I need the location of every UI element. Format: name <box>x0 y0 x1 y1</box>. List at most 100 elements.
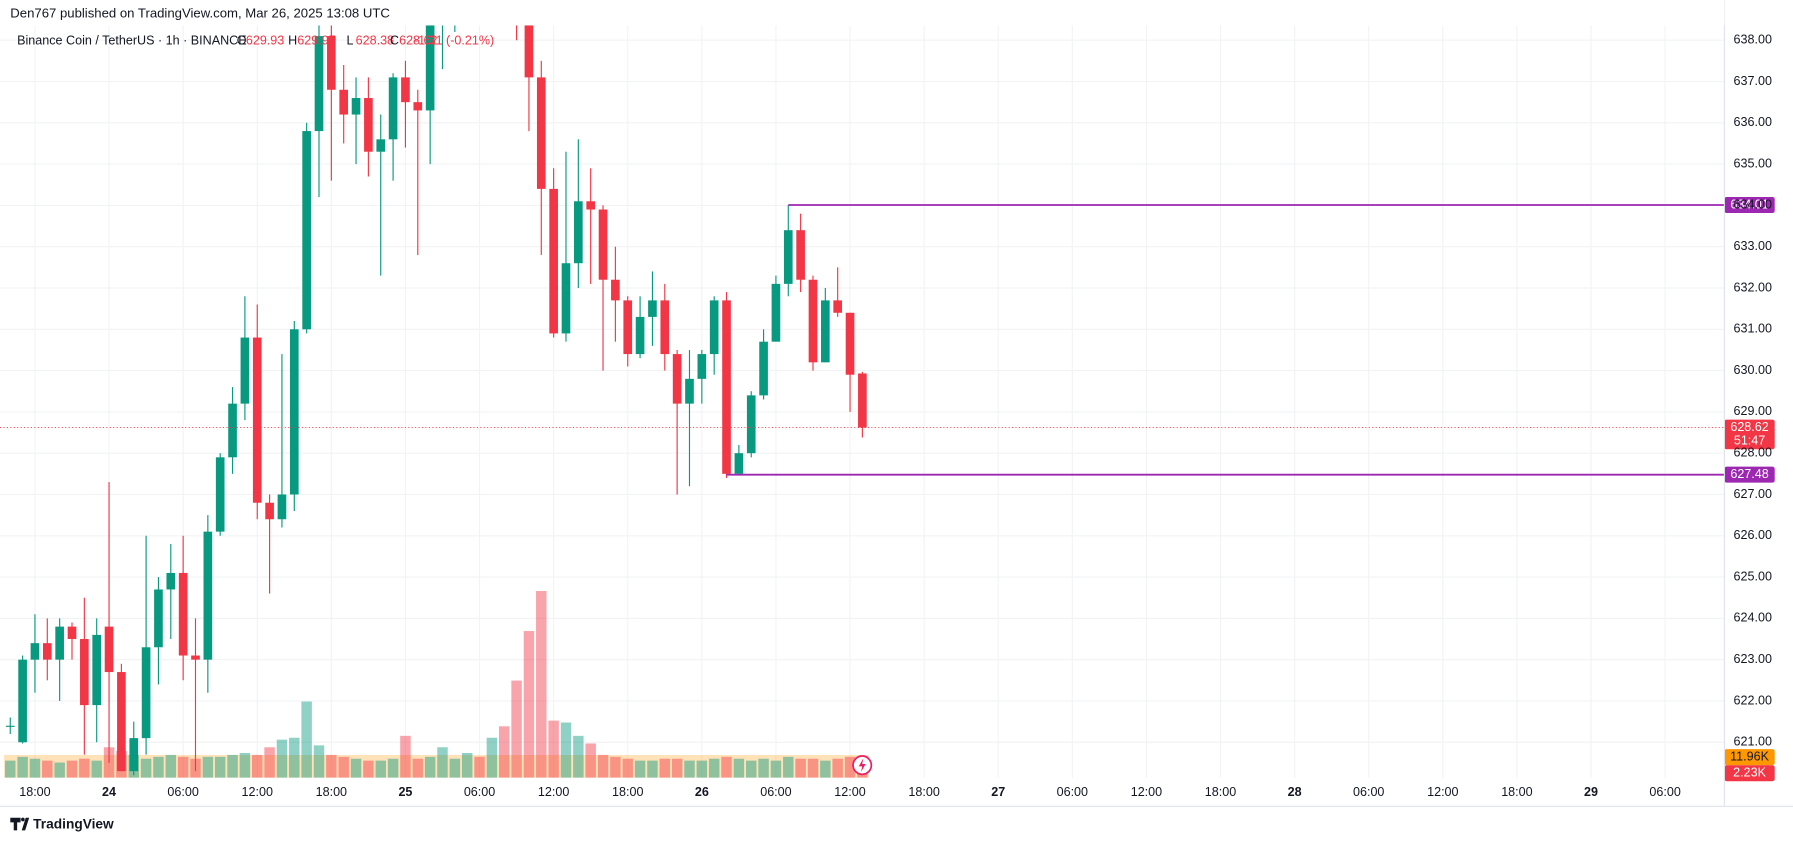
volume-ma <box>4 754 869 778</box>
volume-bar <box>5 760 16 778</box>
price-line-label: 627.48 <box>1730 467 1768 481</box>
candle-body <box>5 725 15 727</box>
volume-bar <box>684 760 695 778</box>
candle-body <box>598 209 608 280</box>
y-tick-label: 623.00 <box>1734 652 1772 666</box>
volume-bar <box>338 756 349 778</box>
candle-body <box>845 312 855 375</box>
volume-bar <box>239 752 251 778</box>
candle-body <box>364 98 373 152</box>
x-tick-label: 06:00 <box>1353 785 1384 799</box>
y-tick-label: 636.00 <box>1734 115 1772 129</box>
volume-bar <box>474 756 485 778</box>
header-bg <box>0 0 1725 26</box>
volume-bar <box>17 756 28 778</box>
volume-bar <box>622 758 633 778</box>
y-tick-label: 634.00 <box>1734 198 1772 212</box>
volume-bar <box>29 758 41 778</box>
y-tick-label: 638.00 <box>1734 33 1772 47</box>
candle-body <box>771 283 781 342</box>
volume-bar <box>264 747 275 778</box>
publisher-note: Den767 published on TradingView.com, Mar… <box>10 5 390 20</box>
volume-bar <box>461 752 473 778</box>
volume-bar <box>807 758 819 778</box>
volume-bar <box>770 760 782 778</box>
volume-bar <box>437 747 448 778</box>
volume-bar <box>548 720 559 778</box>
y-tick-label: 630.00 <box>1734 363 1772 377</box>
price-line-label-bg <box>1724 466 1775 483</box>
volume-bar <box>733 758 745 778</box>
y-tick-label: 635.00 <box>1734 156 1772 170</box>
volume-bar <box>696 760 708 778</box>
volume-bar <box>227 754 238 778</box>
candle-body <box>166 572 176 590</box>
x-tick-label: 29 <box>1584 785 1598 799</box>
countdown: 51:47 <box>1734 434 1765 448</box>
price-line-label: 634.01 <box>1730 197 1768 211</box>
volume-bar <box>42 760 53 778</box>
volume-bar <box>857 773 868 778</box>
candle-body <box>252 337 262 503</box>
candle-body <box>685 378 694 404</box>
x-tick-label: 12:00 <box>242 785 273 799</box>
volume-bar <box>499 726 510 778</box>
y-tick-label: 625.00 <box>1734 569 1772 583</box>
volume-bar <box>289 737 300 778</box>
candle-body <box>833 300 843 313</box>
candle-body <box>240 337 250 404</box>
legend-prefix: H <box>288 34 297 48</box>
volume-bar <box>449 758 461 778</box>
volume-bar <box>708 758 720 778</box>
volume-bar <box>140 758 152 778</box>
candle-body <box>734 453 744 474</box>
volume-last-label-bg <box>1724 765 1775 782</box>
volume-bar <box>536 590 547 778</box>
candle-body <box>191 655 200 660</box>
candle-body <box>67 626 77 640</box>
volume-bar <box>659 758 671 778</box>
candle-body <box>327 36 336 90</box>
y-tick-label: 621.00 <box>1734 735 1772 749</box>
volume-bar <box>671 758 683 778</box>
candle-body <box>117 672 126 772</box>
volume-bar <box>326 754 337 778</box>
volume-bar <box>202 756 214 778</box>
x-tick-label: 28 <box>1288 785 1302 799</box>
volume-bar <box>844 756 856 778</box>
candle-body <box>302 131 311 330</box>
candle-body <box>697 354 707 379</box>
volume-bar <box>820 760 831 778</box>
candle-body <box>808 279 818 363</box>
candle-body <box>660 300 670 355</box>
candle-body <box>561 263 571 334</box>
legend-value: 629.97 <box>297 34 335 48</box>
legend-prefix: L <box>346 34 353 48</box>
volume-bar <box>252 754 263 778</box>
x-tick-label: 24 <box>102 785 116 799</box>
candle-body <box>203 531 213 660</box>
y-tick-label: 629.00 <box>1734 404 1772 418</box>
x-tick-label: 06:00 <box>760 785 791 799</box>
candle-body <box>722 300 731 474</box>
legend-prefix: O <box>237 34 247 48</box>
x-tick-label: 18:00 <box>19 785 50 799</box>
candle-body <box>178 572 188 656</box>
volume-last-label: 2.23K <box>1733 766 1766 780</box>
lightning-icon <box>852 755 873 776</box>
candle-body <box>536 77 546 189</box>
candle-body <box>141 647 151 739</box>
volume-bar <box>301 701 312 778</box>
volume-bar <box>91 760 102 778</box>
candle-body <box>129 738 139 772</box>
candle-body <box>858 373 867 428</box>
volume-bar <box>758 758 769 778</box>
volume-bar <box>560 722 572 778</box>
volume-bar <box>573 735 584 778</box>
y-tick-label: 627.00 <box>1734 487 1772 501</box>
candle-body <box>18 659 27 743</box>
candle-body <box>289 329 299 495</box>
candle-body <box>709 300 719 355</box>
